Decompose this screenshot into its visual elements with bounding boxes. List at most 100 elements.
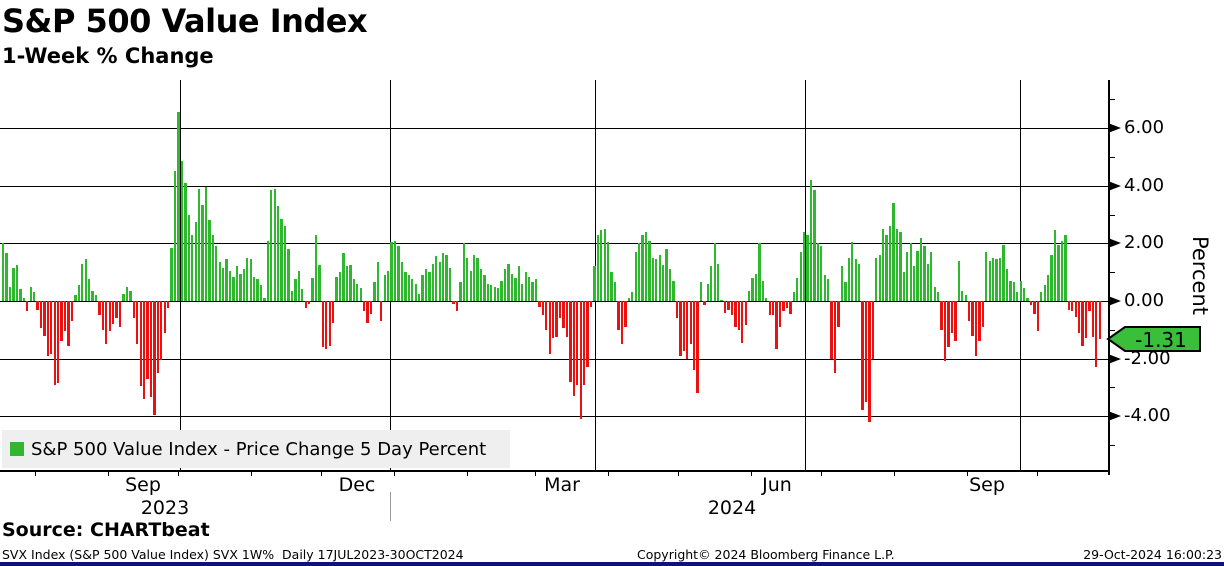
bar <box>534 279 538 301</box>
bar <box>1084 301 1088 339</box>
bar <box>301 289 304 301</box>
bar <box>273 188 276 301</box>
bar <box>717 263 720 301</box>
x-month-tick <box>35 470 36 476</box>
y-tick-label: 6.00 <box>1124 117 1165 139</box>
bar <box>686 301 689 359</box>
bar <box>163 301 166 333</box>
bar <box>723 301 727 313</box>
bar <box>1064 234 1067 301</box>
bar <box>909 243 912 301</box>
bar <box>930 252 933 301</box>
bar <box>668 269 672 301</box>
bar <box>101 301 105 330</box>
bar <box>87 279 91 301</box>
bar <box>431 263 435 301</box>
bar <box>335 276 338 301</box>
bar <box>799 252 802 301</box>
bar <box>737 301 740 330</box>
bar <box>751 277 754 301</box>
bar <box>91 290 94 301</box>
bar <box>703 301 706 306</box>
bar <box>961 290 964 301</box>
last-value-tag-shape <box>1106 325 1201 352</box>
bar <box>307 301 311 304</box>
bar <box>682 301 685 352</box>
bar <box>246 257 249 301</box>
bar <box>675 301 679 319</box>
bar <box>782 301 785 312</box>
bar <box>184 182 187 301</box>
bar <box>857 263 861 301</box>
bar <box>393 240 397 301</box>
x-month-tick <box>678 470 679 476</box>
bar <box>521 283 524 301</box>
bar <box>662 265 665 301</box>
y-tick-arrow-icon <box>1108 238 1121 249</box>
bar <box>844 282 847 301</box>
bar <box>404 272 407 301</box>
bar <box>204 187 208 301</box>
copyright-line: Copyright© 2024 Bloomberg Finance L.P. <box>637 547 895 562</box>
bar <box>39 301 43 329</box>
bar <box>321 301 325 348</box>
bar <box>252 276 256 301</box>
y-tick-arrow-icon <box>1108 411 1121 422</box>
bar <box>644 231 648 301</box>
bar <box>136 301 139 345</box>
bar <box>967 301 971 322</box>
legend-swatch-icon <box>10 442 24 456</box>
legend-label: S&P 500 Value Index - Price Change 5 Day… <box>31 438 487 460</box>
bar <box>345 266 349 301</box>
x-month-tick <box>321 470 322 476</box>
bar <box>411 279 414 301</box>
bar <box>558 301 562 319</box>
bar <box>689 301 692 345</box>
page-subtitle: 1-Week % Change <box>2 44 214 68</box>
bar <box>706 283 710 301</box>
x-month-label: Mar <box>544 474 580 496</box>
bar <box>156 301 160 373</box>
bar <box>885 234 888 301</box>
x-month-tick <box>608 470 609 476</box>
bar <box>524 272 527 301</box>
bar <box>294 279 297 301</box>
bar <box>754 273 758 301</box>
x-month-tick <box>251 470 252 476</box>
bar <box>1009 280 1012 301</box>
grid-hline <box>0 358 1108 360</box>
bar <box>338 272 342 301</box>
bar <box>871 301 875 359</box>
bar <box>29 286 32 301</box>
bar <box>679 301 682 356</box>
y-tick-label: 0.00 <box>1124 290 1165 311</box>
bar <box>940 301 943 330</box>
bar <box>280 218 283 301</box>
bar <box>369 301 373 314</box>
bar <box>1081 301 1084 346</box>
bar <box>1043 285 1046 301</box>
bar <box>503 269 507 301</box>
x-month-label: Jun <box>762 474 792 496</box>
bar <box>957 260 960 301</box>
y-tick-arrow-icon <box>1108 353 1121 364</box>
bar <box>648 240 651 301</box>
bar <box>142 301 146 399</box>
bar <box>658 254 661 301</box>
bar <box>586 301 589 368</box>
x-month-tick <box>894 470 895 476</box>
bar <box>868 301 871 422</box>
bar <box>32 292 36 301</box>
bar <box>768 301 771 316</box>
bar <box>424 269 428 301</box>
bar <box>802 231 806 301</box>
bar <box>194 221 197 301</box>
bar <box>1040 292 1043 301</box>
bar <box>730 301 734 316</box>
bar <box>1019 280 1022 301</box>
bar <box>442 253 445 301</box>
bar <box>816 243 820 301</box>
y-tick-label: 2.00 <box>1124 232 1165 254</box>
y-minor-tick <box>1108 329 1115 331</box>
